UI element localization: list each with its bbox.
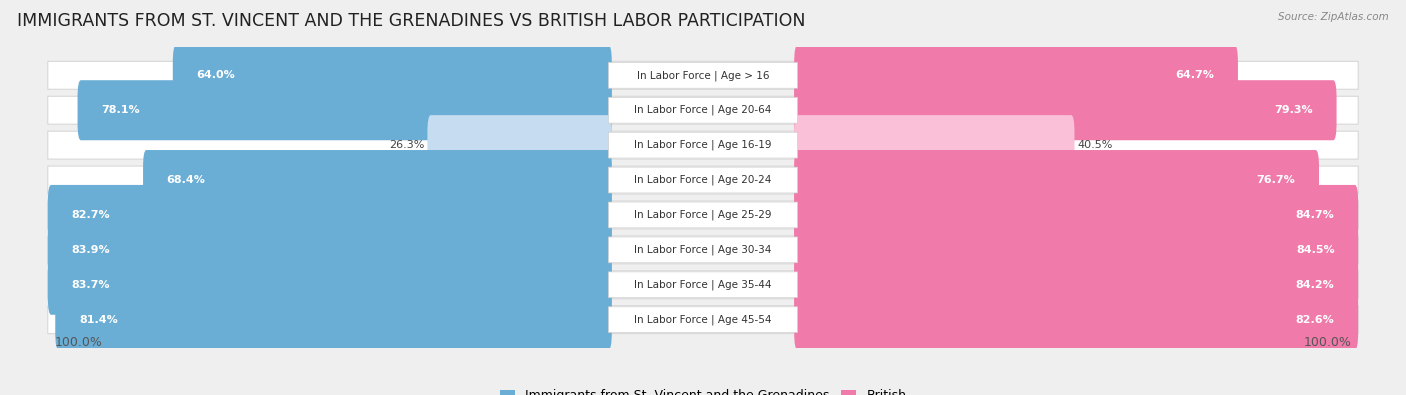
FancyBboxPatch shape [48,255,612,315]
Legend: Immigrants from St. Vincent and the Grenadines, British: Immigrants from St. Vincent and the Gren… [495,384,911,395]
FancyBboxPatch shape [427,115,612,175]
FancyBboxPatch shape [48,306,1358,334]
Text: 100.0%: 100.0% [1303,336,1351,349]
Text: 79.3%: 79.3% [1274,105,1313,115]
Text: 64.7%: 64.7% [1175,70,1215,80]
Text: Source: ZipAtlas.com: Source: ZipAtlas.com [1278,12,1389,22]
Text: In Labor Force | Age 30-34: In Labor Force | Age 30-34 [634,245,772,255]
FancyBboxPatch shape [609,132,797,158]
Text: 84.2%: 84.2% [1296,280,1334,290]
Text: 84.5%: 84.5% [1296,245,1334,255]
FancyBboxPatch shape [48,201,1358,229]
Text: 83.7%: 83.7% [72,280,110,290]
FancyBboxPatch shape [609,307,797,333]
FancyBboxPatch shape [48,220,612,280]
Text: In Labor Force | Age 45-54: In Labor Force | Age 45-54 [634,314,772,325]
Text: 84.7%: 84.7% [1296,210,1334,220]
FancyBboxPatch shape [55,290,612,350]
FancyBboxPatch shape [794,115,1074,175]
Text: In Labor Force | Age 35-44: In Labor Force | Age 35-44 [634,280,772,290]
FancyBboxPatch shape [609,272,797,298]
Text: In Labor Force | Age 20-64: In Labor Force | Age 20-64 [634,105,772,115]
Text: 81.4%: 81.4% [79,315,118,325]
FancyBboxPatch shape [77,80,612,140]
FancyBboxPatch shape [609,202,797,228]
Text: 82.7%: 82.7% [72,210,110,220]
FancyBboxPatch shape [609,62,797,88]
FancyBboxPatch shape [794,220,1358,280]
FancyBboxPatch shape [173,45,612,105]
FancyBboxPatch shape [143,150,612,210]
FancyBboxPatch shape [794,150,1319,210]
Text: In Labor Force | Age 20-24: In Labor Force | Age 20-24 [634,175,772,185]
FancyBboxPatch shape [794,45,1237,105]
FancyBboxPatch shape [48,185,612,245]
Text: 64.0%: 64.0% [197,70,235,80]
Text: 78.1%: 78.1% [101,105,139,115]
Text: 68.4%: 68.4% [167,175,205,185]
FancyBboxPatch shape [48,166,1358,194]
FancyBboxPatch shape [48,271,1358,299]
Text: 82.6%: 82.6% [1296,315,1334,325]
FancyBboxPatch shape [48,61,1358,89]
FancyBboxPatch shape [48,131,1358,159]
FancyBboxPatch shape [48,236,1358,264]
FancyBboxPatch shape [609,237,797,263]
Text: In Labor Force | Age 16-19: In Labor Force | Age 16-19 [634,140,772,150]
Text: 83.9%: 83.9% [72,245,110,255]
FancyBboxPatch shape [794,290,1358,350]
FancyBboxPatch shape [609,97,797,123]
FancyBboxPatch shape [794,255,1358,315]
Text: 40.5%: 40.5% [1078,140,1114,150]
Text: 76.7%: 76.7% [1257,175,1295,185]
Text: In Labor Force | Age 25-29: In Labor Force | Age 25-29 [634,210,772,220]
FancyBboxPatch shape [48,96,1358,124]
Text: IMMIGRANTS FROM ST. VINCENT AND THE GRENADINES VS BRITISH LABOR PARTICIPATION: IMMIGRANTS FROM ST. VINCENT AND THE GREN… [17,12,806,30]
FancyBboxPatch shape [794,185,1358,245]
FancyBboxPatch shape [794,80,1337,140]
Text: 26.3%: 26.3% [388,140,425,150]
FancyBboxPatch shape [609,167,797,193]
Text: In Labor Force | Age > 16: In Labor Force | Age > 16 [637,70,769,81]
Text: 100.0%: 100.0% [55,336,103,349]
